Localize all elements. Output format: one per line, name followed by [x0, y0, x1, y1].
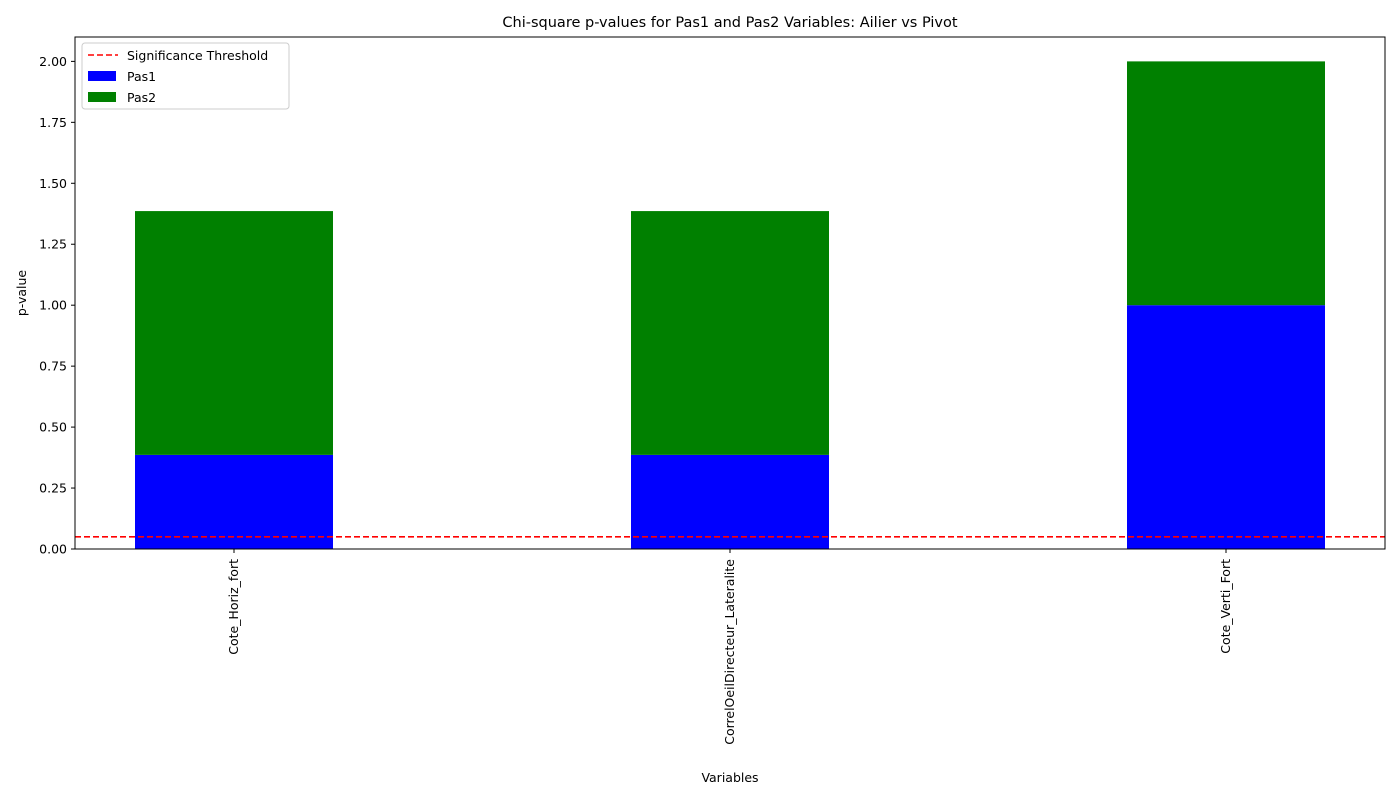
y-tick-label: 0.75 — [39, 359, 67, 374]
x-tick-label: Cote_Horiz_fort — [226, 559, 241, 655]
x-tick-label: Cote_Verti_Fort — [1218, 559, 1233, 654]
y-tick-label: 0.00 — [39, 542, 67, 557]
y-tick-label: 2.00 — [39, 54, 67, 69]
y-tick-label: 0.25 — [39, 481, 67, 496]
legend: Significance Threshold Pas1 Pas2 — [81, 42, 290, 110]
y-axis-label: p-value — [14, 270, 29, 317]
legend-label-pas1: Pas1 — [127, 69, 156, 84]
x-ticks: Cote_Horiz_fort CorrelOeilDirecteur_Later… — [226, 549, 1233, 745]
x-axis-label: Variables — [701, 770, 758, 785]
chart-title: Chi-square p-values for Pas1 and Pas2 Va… — [502, 15, 957, 31]
bar-pas2-0 — [135, 211, 333, 455]
bar-pas2-1 — [631, 211, 829, 455]
legend-swatch-pas2 — [88, 92, 116, 102]
bar-pas1-1 — [631, 454, 829, 549]
y-ticks: 0.00 0.25 0.50 0.75 1.00 1.25 1.50 1.75 2.00 — [39, 54, 75, 557]
x-tick-label: CorrelOeilDirecteur_Lateralite — [722, 559, 737, 745]
y-tick-label: 0.50 — [39, 420, 67, 435]
legend-box — [81, 42, 290, 110]
y-tick-label: 1.50 — [39, 176, 67, 191]
legend-swatch-pas1 — [88, 71, 116, 81]
y-tick-label: 1.25 — [39, 237, 67, 252]
y-tick-label: 1.00 — [39, 298, 67, 313]
bar-pas1-0 — [135, 454, 333, 549]
legend-label-pas2: Pas2 — [127, 90, 156, 105]
bars-group — [135, 61, 1325, 549]
bar-pas1-2 — [1127, 305, 1325, 549]
plot-frame — [74, 36, 1386, 550]
legend-threshold-label: Significance Threshold — [127, 48, 268, 63]
bar-pas2-2 — [1127, 61, 1325, 306]
y-tick-label: 1.75 — [39, 115, 67, 130]
